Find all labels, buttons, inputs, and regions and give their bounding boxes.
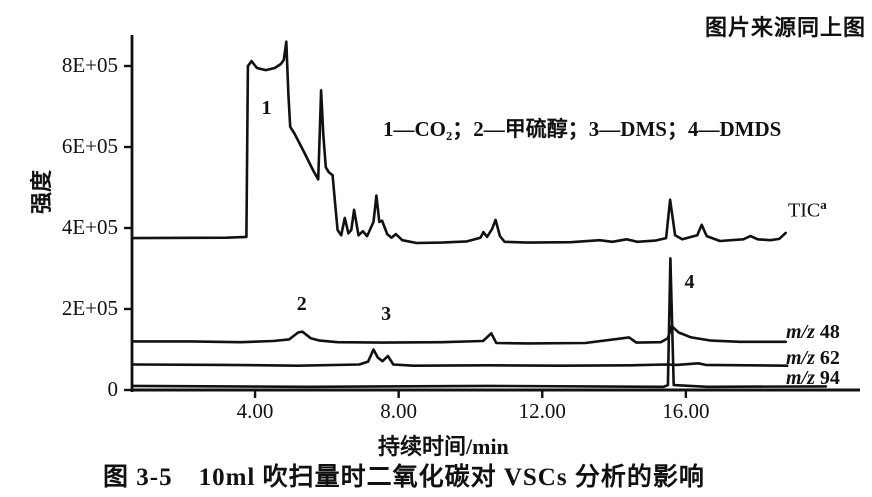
x-tick-label: 4.00 xyxy=(236,399,274,423)
peak-number-4: 4 xyxy=(684,270,695,293)
y-tick-label: 8E+05 xyxy=(61,53,118,77)
y-tick-label: 2E+05 xyxy=(61,296,118,320)
tic-superscript: a xyxy=(820,197,827,212)
mz-prefix: m/z xyxy=(786,347,815,369)
y-tick-label: 4E+05 xyxy=(61,215,118,239)
mz-prefix: m/z xyxy=(786,367,815,389)
mz-value: 48 xyxy=(819,321,840,343)
mz-prefix: m/z xyxy=(786,321,815,343)
peak-number-3: 3 xyxy=(381,303,392,326)
peak-legend: 1—CO₂；2—甲硫醇；3—DMS；4—DMDS xyxy=(383,117,782,141)
trace-m-z-48 xyxy=(131,324,788,345)
x-tick-label: 16.00 xyxy=(662,399,710,423)
tic-text: TIC xyxy=(788,199,821,222)
x-tick-label: 12.00 xyxy=(518,399,566,423)
trace-label-mz62: m/z 62 xyxy=(786,347,840,370)
trace-tic xyxy=(131,40,788,245)
trace-label-mz48: m/z 48 xyxy=(786,321,840,344)
peak-number-1: 1 xyxy=(261,96,272,119)
y-tick-label: 0 xyxy=(107,377,119,401)
mz-value: 62 xyxy=(819,347,840,369)
trace-m-z-94 xyxy=(131,257,828,389)
y-tick-label: 6E+05 xyxy=(61,134,118,158)
trace-label-mz94: m/z 94 xyxy=(786,367,840,390)
image-source-note: 图片来源同上图 xyxy=(704,15,866,40)
mz-value: 94 xyxy=(819,367,840,389)
y-axis-label: 强度 xyxy=(29,169,54,214)
trace-m-z-62 xyxy=(131,348,789,368)
figure-caption: 图 3-5 10ml 吹扫量时二氧化碳对 VSCs 分析的影响 xyxy=(103,464,705,491)
trace-label-tic: TICa xyxy=(788,197,827,223)
x-axis-label: 持续时间/min xyxy=(378,434,509,459)
peak-number-2: 2 xyxy=(296,292,307,315)
x-tick-label: 8.00 xyxy=(380,399,418,423)
